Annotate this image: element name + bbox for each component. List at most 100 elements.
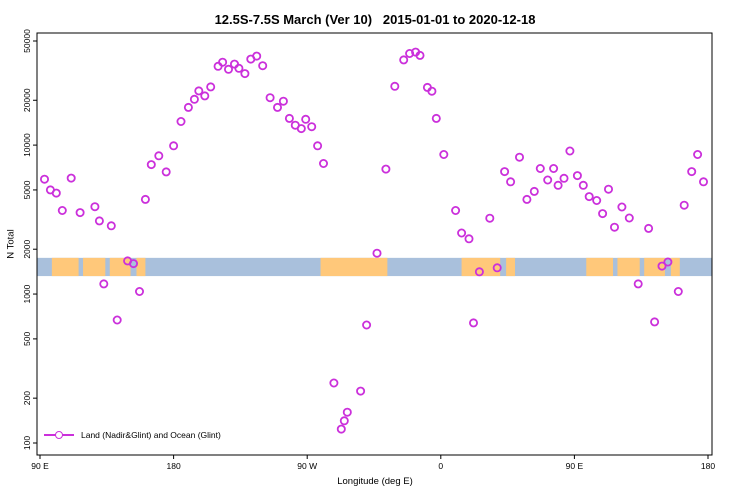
legend: Land (Nadir&Glint) and Ocean (Glint) bbox=[44, 428, 221, 442]
y-tick-label: 1000 bbox=[22, 284, 32, 303]
data-point bbox=[356, 386, 366, 396]
y-tick-label: 5000 bbox=[22, 180, 32, 199]
data-point bbox=[234, 63, 244, 73]
y-tick-label: 500 bbox=[22, 332, 32, 346]
data-point bbox=[183, 102, 193, 112]
data-point bbox=[284, 113, 294, 123]
y-tick-label: 2000 bbox=[22, 239, 32, 258]
data-point bbox=[296, 124, 306, 134]
data-point bbox=[464, 234, 474, 244]
data-point bbox=[515, 152, 525, 162]
land-segment bbox=[136, 257, 146, 277]
data-point bbox=[633, 279, 643, 289]
legend-label: Land (Nadir&Glint) and Ocean (Glint) bbox=[81, 430, 221, 440]
data-point bbox=[381, 164, 391, 174]
data-point bbox=[51, 188, 61, 198]
data-point bbox=[336, 424, 346, 434]
data-point bbox=[94, 216, 104, 226]
land-segment bbox=[51, 257, 79, 277]
data-point bbox=[650, 317, 660, 327]
data-point bbox=[431, 113, 441, 123]
data-point bbox=[318, 158, 328, 168]
data-point bbox=[553, 180, 563, 190]
data-point bbox=[75, 208, 85, 218]
data-point bbox=[339, 416, 349, 426]
data-point bbox=[362, 320, 372, 330]
data-point bbox=[598, 209, 608, 219]
data-point bbox=[439, 149, 449, 159]
x-tick-label: 90 W bbox=[297, 461, 317, 471]
data-point bbox=[500, 167, 510, 177]
data-point bbox=[559, 173, 569, 183]
y-tick-label: 10000 bbox=[22, 133, 32, 157]
data-point bbox=[657, 261, 667, 271]
data-point bbox=[176, 117, 186, 127]
data-point bbox=[99, 279, 109, 289]
data-point bbox=[451, 205, 461, 215]
data-point bbox=[194, 86, 204, 96]
data-point bbox=[258, 61, 268, 71]
data-point bbox=[66, 173, 76, 183]
data-point bbox=[663, 257, 673, 267]
x-tick-label: 90 E bbox=[566, 461, 584, 471]
legend-circle-icon bbox=[55, 431, 63, 439]
y-tick-label: 50000 bbox=[22, 29, 32, 53]
data-point bbox=[687, 167, 697, 177]
data-point bbox=[468, 318, 478, 328]
data-point bbox=[572, 171, 582, 181]
data-point bbox=[146, 160, 156, 170]
data-point bbox=[229, 59, 239, 69]
data-point bbox=[40, 174, 50, 184]
data-point bbox=[693, 149, 703, 159]
y-tick-label: 100 bbox=[22, 436, 32, 450]
data-point bbox=[313, 141, 323, 151]
land-segment bbox=[617, 257, 640, 277]
land-segment bbox=[586, 257, 613, 277]
data-point bbox=[106, 221, 116, 231]
data-point bbox=[342, 407, 352, 417]
x-tick-label: 0 bbox=[438, 461, 443, 471]
data-point bbox=[154, 151, 164, 161]
data-point bbox=[592, 195, 602, 205]
data-point bbox=[644, 223, 654, 233]
data-point bbox=[213, 61, 223, 71]
data-point bbox=[161, 167, 171, 177]
data-point bbox=[617, 202, 627, 212]
data-point bbox=[506, 177, 516, 187]
data-point bbox=[457, 228, 467, 238]
data-point bbox=[543, 175, 553, 185]
land-segment bbox=[83, 257, 106, 277]
land-segment bbox=[506, 257, 516, 277]
data-point bbox=[169, 141, 179, 151]
data-point bbox=[140, 194, 150, 204]
data-point bbox=[278, 96, 288, 106]
data-point bbox=[624, 213, 634, 223]
data-point bbox=[307, 122, 317, 132]
data-point bbox=[223, 64, 233, 74]
data-point bbox=[529, 186, 539, 196]
data-point bbox=[128, 259, 138, 269]
land-segment bbox=[461, 257, 501, 277]
data-point bbox=[565, 146, 575, 156]
data-point bbox=[372, 248, 382, 258]
data-point bbox=[578, 180, 588, 190]
x-tick-label: 180 bbox=[701, 461, 715, 471]
data-point bbox=[112, 315, 122, 325]
data-point bbox=[265, 93, 275, 103]
land-segment bbox=[644, 257, 665, 277]
y-tick-label: 200 bbox=[22, 391, 32, 405]
data-point bbox=[492, 263, 502, 273]
data-point bbox=[390, 81, 400, 91]
x-axis-title: Longitude (deg E) bbox=[337, 476, 413, 487]
data-point bbox=[329, 378, 339, 388]
land-segment bbox=[109, 257, 131, 277]
data-point bbox=[272, 102, 282, 112]
data-point bbox=[549, 163, 559, 173]
data-point bbox=[240, 69, 250, 79]
data-point bbox=[399, 55, 409, 65]
chart-title: 12.5S-7.5S March (Ver 10) 2015-01-01 to … bbox=[214, 12, 536, 27]
data-point bbox=[57, 205, 67, 215]
data-point bbox=[218, 57, 228, 67]
data-point bbox=[522, 194, 532, 204]
